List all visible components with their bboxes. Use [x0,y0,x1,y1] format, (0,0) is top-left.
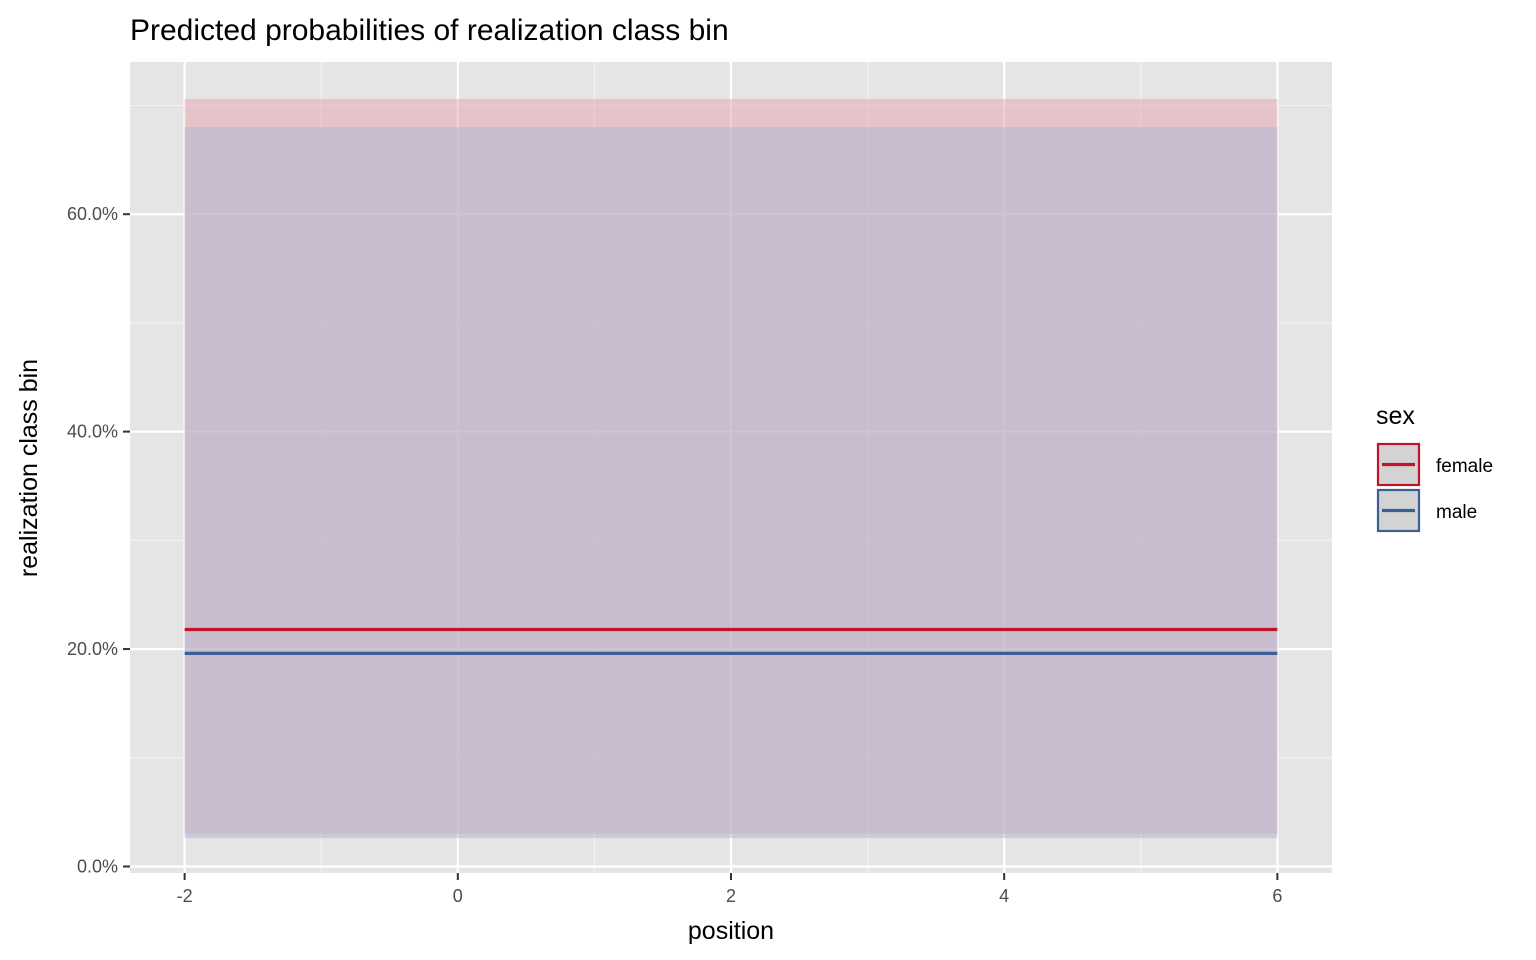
y-tick-label: 0.0% [77,856,118,876]
x-tick-label: -2 [177,886,193,906]
legend-label-male: male [1436,502,1477,523]
chart-title: Predicted probabilities of realization c… [130,14,729,47]
legend: sex female male [1376,402,1493,533]
y-axis-title: realization class bin [15,359,43,577]
y-tick-label: 60.0% [67,204,118,224]
x-tick-label: 0 [453,886,463,906]
x-tick-label: 4 [999,886,1009,906]
ci-band-male [184,127,1278,839]
y-tick-label: 20.0% [67,639,118,659]
x-axis-title: position [688,917,774,945]
legend-title: sex [1376,402,1415,430]
confidence-bands [184,98,1278,839]
x-axis-ticks: -2 0 2 4 6 [177,873,1282,906]
legend-label-female: female [1436,456,1493,477]
y-axis-ticks: 0.0% 20.0% 40.0% 60.0% [67,204,130,876]
x-tick-label: 6 [1272,886,1282,906]
series-lines [184,627,1278,655]
x-tick-label: 2 [726,886,736,906]
y-tick-label: 40.0% [67,422,118,442]
